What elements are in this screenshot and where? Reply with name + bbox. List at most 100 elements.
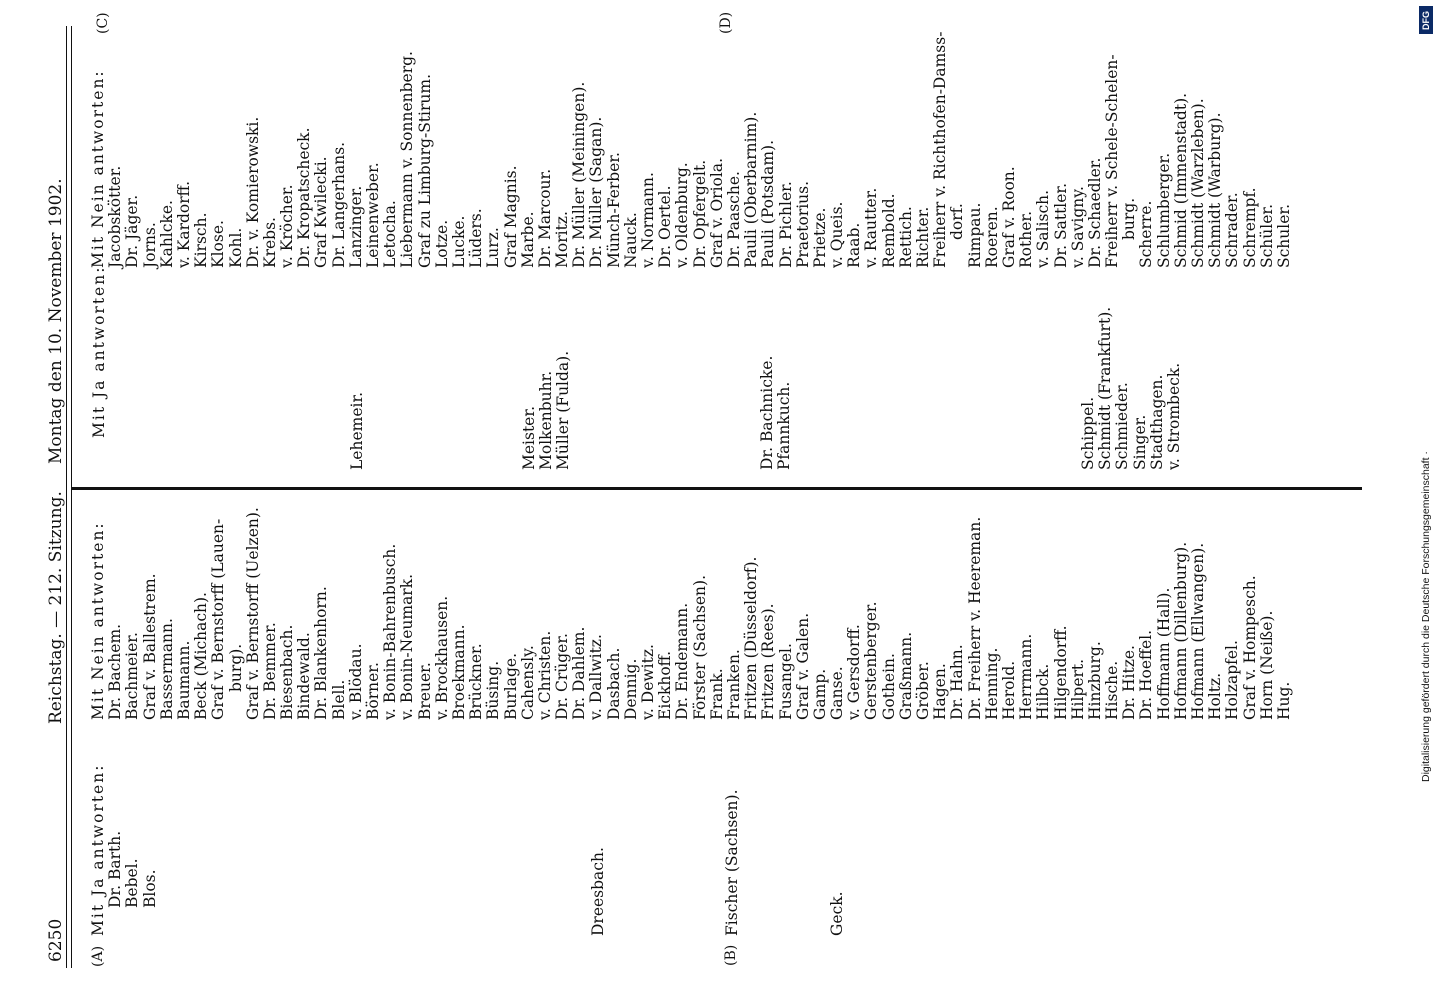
list-item: Raab. [845, 222, 864, 268]
page-number: 6250 [46, 918, 66, 962]
list-item: Eickhoff. [656, 650, 675, 720]
list-item: Hoffmann (Hall). [1154, 587, 1173, 720]
list-item: Münch-Ferber. [604, 152, 623, 268]
list-item: Graf v. Roon. [999, 166, 1018, 268]
list-item: Kahlcke. [157, 200, 176, 268]
list-item: v. Rautter. [862, 187, 881, 268]
list-item: Gamp. [810, 668, 829, 720]
col3-bachnicke-group: Dr. Bachnicke. Pfannkuch. [758, 356, 793, 470]
list-item: v. Dewitz. [639, 644, 657, 720]
list-item: Lüders. [467, 208, 486, 268]
list-item: Kirsch. [192, 212, 211, 269]
list-item: Meister. [520, 406, 538, 470]
list-item: Dr. Freiherr v. Heereman. [965, 516, 984, 720]
list-item: v. Gersdorff. [845, 624, 864, 720]
list-item: Herrmann. [1017, 633, 1036, 720]
list-item: Jacobskötter. [106, 165, 125, 268]
list-item: Marbe. [518, 211, 537, 268]
list-item: Bachmeier. [123, 632, 142, 720]
list-item: Dr. Crüger. [553, 633, 572, 720]
list-item: Dr. Blankenhorn. [312, 586, 331, 720]
list-item: Hug. [1274, 681, 1293, 720]
list-item: Dr. Pichler. [776, 181, 795, 268]
list-item: Breuer. [415, 662, 434, 720]
list-item: Brückner. [467, 643, 486, 720]
list-item: Baumann. [174, 640, 193, 720]
list-item: Stadthagen. [1147, 374, 1166, 470]
list-item: Schmieder. [1113, 382, 1132, 470]
list-item: Graf v. Bernstorff (Lauen- [209, 518, 228, 720]
list-item: Rembold. [879, 193, 898, 268]
col2-nein-list: Mit Nein antworten: Dr. Bachem. Bachmeie… [89, 490, 1293, 720]
list-item: Hofmann (Ellwangen). [1189, 542, 1207, 720]
list-item: Singer. [1130, 414, 1149, 470]
list-item: Dr. Hahn. [948, 644, 967, 720]
col2-heading: Mit Nein antworten: [89, 521, 107, 720]
list-item: Bassermann. [157, 618, 176, 720]
list-item: Dr. Oertel. [656, 185, 675, 268]
list-item: Graf v. Ballestrem. [140, 573, 159, 720]
list-item: Burlage. [501, 652, 520, 720]
list-item: Graf zu Limburg-Stirum. [415, 73, 434, 268]
list-item: Dr. Dahlem. [570, 626, 589, 720]
list-item: Prietze. [810, 207, 829, 268]
col4-heading: Mit Nein antworten: [89, 69, 107, 268]
list-item: Nauck. [621, 212, 640, 268]
list-item: Pauli (Potsdam). [759, 140, 778, 268]
list-item: v. Queis. [828, 201, 847, 268]
side-letter-b: (B) [723, 944, 739, 966]
list-item: Kohl. [226, 227, 245, 268]
list-item: Lotze. [432, 219, 451, 268]
list-item: Dr. Müller (Meiningen). [570, 81, 589, 268]
list-item: Graf v. Bernstorff (Uelzen). [243, 507, 262, 720]
list-item: Hilbck. [1034, 663, 1053, 720]
col3-meister-group: Meister. Molkenbuhr. Müller (Fulda). [520, 351, 573, 470]
list-item: Hinzburg. [1085, 641, 1104, 720]
list-item: Schlumberger. [1154, 152, 1173, 268]
list-item: Krebs. [260, 217, 279, 268]
list-item: Graf v. Oriola. [707, 158, 726, 268]
list-item: Gothein. [879, 653, 898, 720]
list-item: Dr. Bachem. [106, 623, 125, 720]
header-rule [66, 26, 72, 968]
list-item: v. Christen. [535, 630, 554, 720]
list-item: Börner. [364, 662, 382, 720]
list-item: Dr. Marcour. [535, 168, 554, 268]
list-item: Rettich. [896, 206, 915, 268]
list-item: v. Brockhausen. [432, 595, 451, 720]
list-item: Hofmann (Dillenburg). [1171, 541, 1190, 720]
list-item: Dr. Hoeffel. [1137, 629, 1156, 720]
list-item: Dr. Jäger. [123, 194, 142, 268]
list-item: v. Savigny. [1068, 186, 1087, 268]
list-item: Dr. Barth. [106, 830, 125, 908]
list-item: Letocha. [381, 200, 400, 268]
list-item: v. Normann. [639, 172, 657, 268]
list-item: Schmid (Immenstadt). [1171, 92, 1190, 268]
list-item: Rother. [1017, 210, 1036, 268]
list-item: Hilpert. [1068, 658, 1087, 720]
col3-heading: Mit Ja antworten: [90, 265, 108, 438]
list-item: v. Kardorff. [174, 180, 193, 268]
list-item: Schüler. [1257, 203, 1276, 268]
list-item: Förster (Sachsen). [690, 575, 709, 720]
list-item: Biesenbach. [278, 624, 297, 720]
list-item: Herold. [999, 660, 1018, 720]
list-item: Freiherr v. Richthofen-Damss- [931, 31, 950, 268]
list-item: Richter. [914, 206, 932, 268]
list-item: Dr. Hitze. [1120, 645, 1139, 720]
list-item: Fusangel. [776, 643, 795, 720]
list-item: Schippel. [1079, 396, 1097, 470]
list-item: Schmidt (Warburg). [1206, 112, 1225, 268]
session-date: Montag den 10. November 1902. [46, 178, 66, 464]
col3-lehemeir: Lehemeir. [348, 391, 366, 470]
col1-ja-list: Mit Ja antworten: Dr. Barth. Bebel. Blos… [89, 756, 159, 936]
list-item: Graf Kwilecki. [312, 156, 331, 268]
list-item: Ganse. [828, 666, 847, 720]
list-item: v. Blödau. [346, 643, 365, 720]
list-item: Holzapfel. [1223, 640, 1242, 720]
list-item: Graf v. Galen. [793, 612, 812, 720]
side-letter-a: (A) [90, 945, 106, 967]
list-item: burg). [226, 643, 245, 692]
list-item: Hilgendorff. [1051, 625, 1070, 720]
